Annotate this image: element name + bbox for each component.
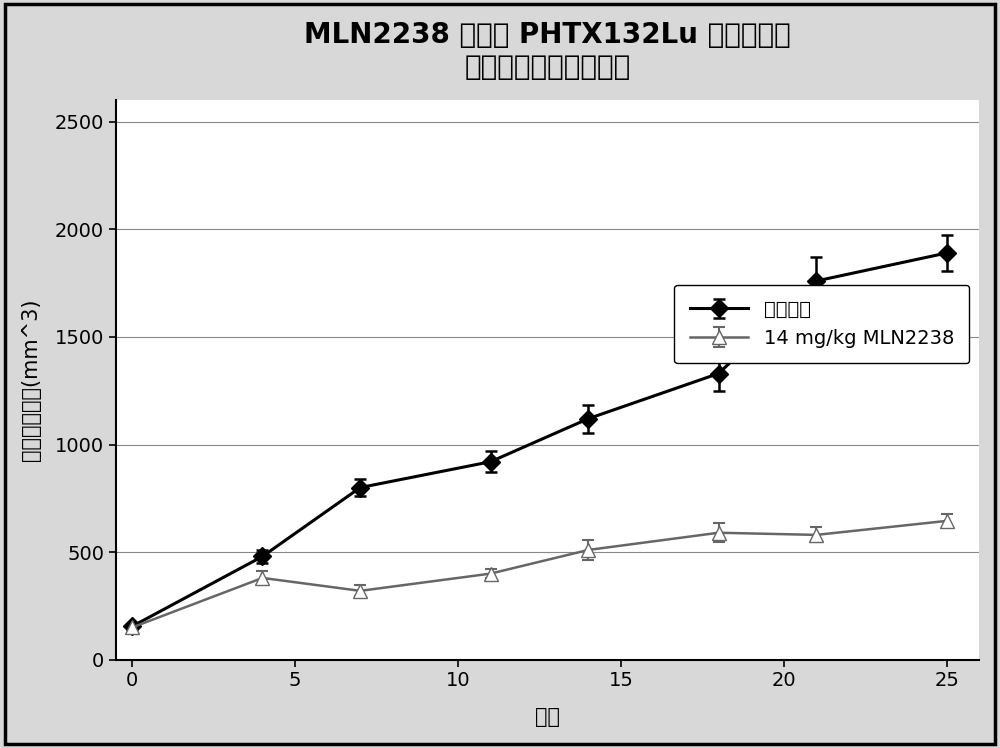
X-axis label: 天数: 天数 — [535, 707, 560, 727]
Legend: 媒剂对照, 14 mg/kg MLN2238: 媒剂对照, 14 mg/kg MLN2238 — [674, 284, 969, 364]
Title: MLN2238 在具有 PHTX132Lu 异种移植物
的小鼠中的抗肿瘤活性: MLN2238 在具有 PHTX132Lu 异种移植物 的小鼠中的抗肿瘤活性 — [304, 21, 791, 82]
Y-axis label: 平均肿瘤体积(mm^3): 平均肿瘤体积(mm^3) — [21, 298, 41, 462]
